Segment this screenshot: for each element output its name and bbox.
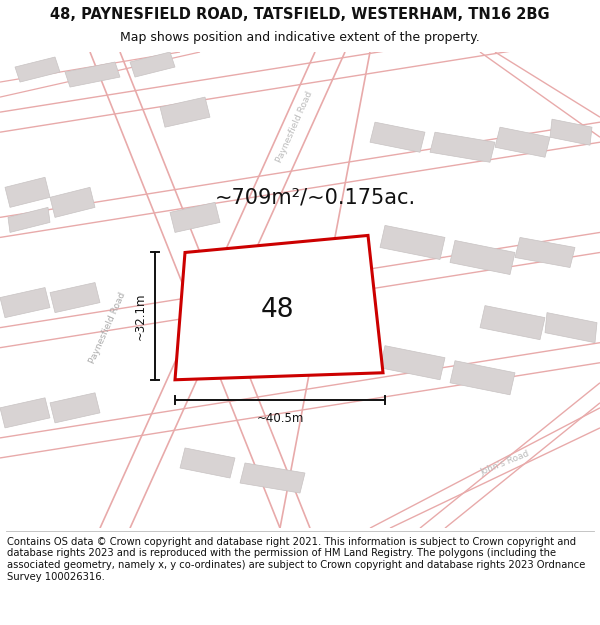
Polygon shape <box>130 52 175 77</box>
Polygon shape <box>0 288 50 318</box>
Text: Paynesfield Road: Paynesfield Road <box>275 90 315 164</box>
Polygon shape <box>380 346 445 380</box>
Polygon shape <box>5 177 50 208</box>
Polygon shape <box>175 236 383 380</box>
Text: 48: 48 <box>261 297 295 323</box>
Polygon shape <box>240 463 305 493</box>
Polygon shape <box>515 238 575 268</box>
Text: 48, PAYNESFIELD ROAD, TATSFIELD, WESTERHAM, TN16 2BG: 48, PAYNESFIELD ROAD, TATSFIELD, WESTERH… <box>50 6 550 21</box>
Polygon shape <box>160 97 210 127</box>
Polygon shape <box>170 202 220 232</box>
Text: ~709m²/~0.175ac.: ~709m²/~0.175ac. <box>214 188 416 208</box>
Polygon shape <box>450 361 515 395</box>
Polygon shape <box>0 398 50 428</box>
Polygon shape <box>380 226 445 259</box>
Text: Contains OS data © Crown copyright and database right 2021. This information is : Contains OS data © Crown copyright and d… <box>7 537 586 582</box>
Polygon shape <box>180 308 230 338</box>
Text: ~40.5m: ~40.5m <box>256 412 304 425</box>
Text: Map shows position and indicative extent of the property.: Map shows position and indicative extent… <box>120 31 480 44</box>
Polygon shape <box>50 282 100 312</box>
Polygon shape <box>8 208 50 232</box>
Polygon shape <box>50 392 100 423</box>
Polygon shape <box>480 306 545 339</box>
Polygon shape <box>65 62 120 87</box>
Polygon shape <box>430 132 495 162</box>
Polygon shape <box>50 188 95 218</box>
Polygon shape <box>370 122 425 152</box>
Text: Paynesfield Road: Paynesfield Road <box>88 291 128 365</box>
Polygon shape <box>180 448 235 478</box>
Text: ~32.1m: ~32.1m <box>134 292 147 340</box>
Polygon shape <box>450 241 515 274</box>
Text: John's Road: John's Road <box>479 449 531 477</box>
Polygon shape <box>550 119 592 145</box>
Polygon shape <box>15 57 60 82</box>
Polygon shape <box>545 312 597 342</box>
Polygon shape <box>495 127 550 158</box>
